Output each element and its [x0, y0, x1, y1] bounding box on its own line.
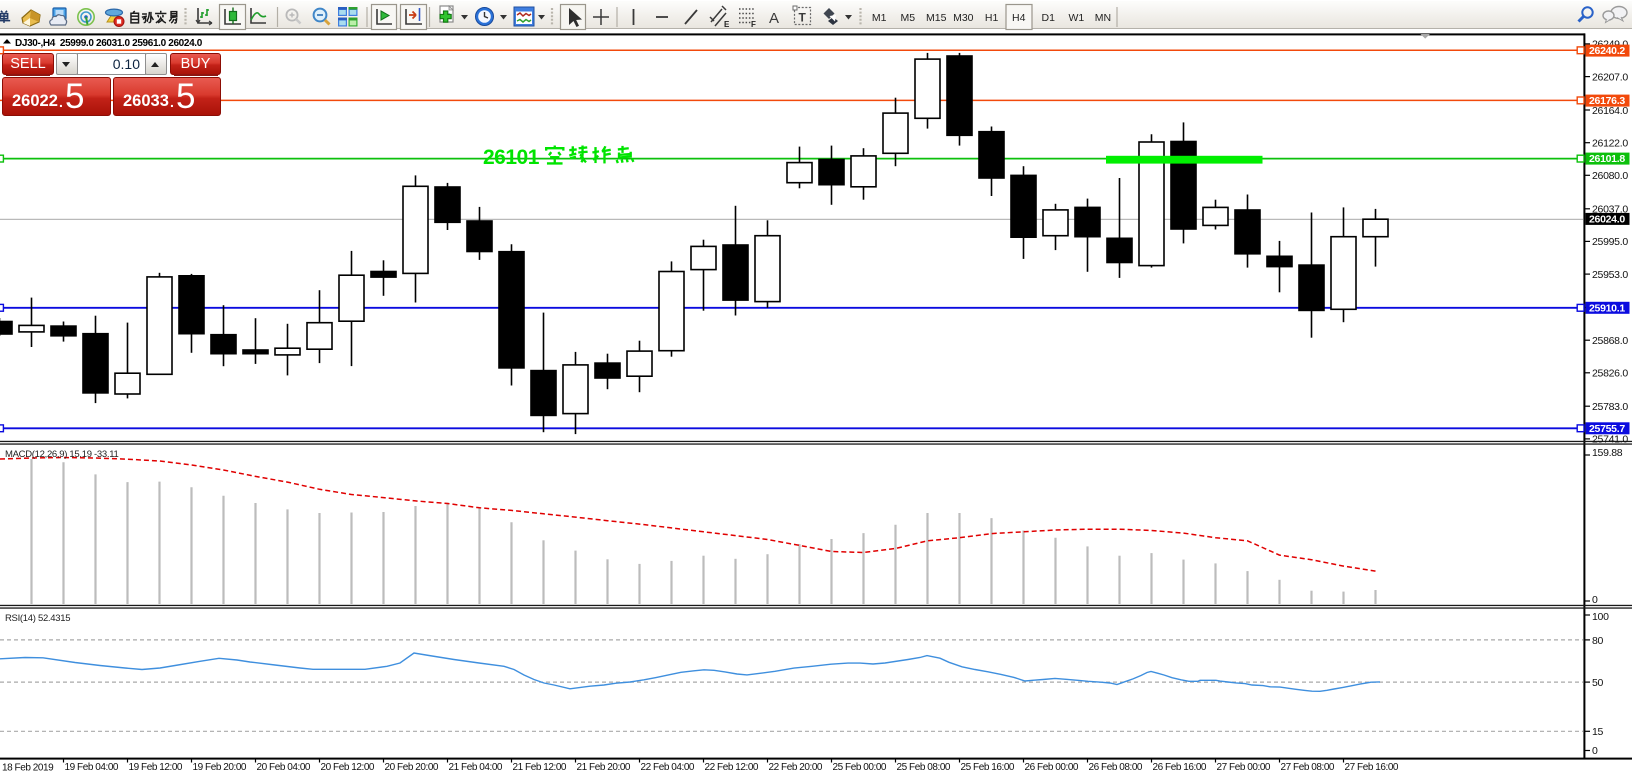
svg-text:T: T [799, 11, 807, 25]
svg-text:80: 80 [1592, 635, 1604, 647]
svg-text:26207.0: 26207.0 [1592, 71, 1628, 83]
svg-text:M15: M15 [926, 12, 947, 24]
svg-text:18 Feb 2019: 18 Feb 2019 [2, 763, 54, 774]
svg-text:22 Feb 04:00: 22 Feb 04:00 [641, 762, 695, 773]
svg-text:MN: MN [1095, 12, 1111, 24]
svg-text:19 Feb 04:00: 19 Feb 04:00 [65, 762, 119, 773]
svg-text:M1: M1 [872, 12, 887, 24]
svg-text:20 Feb 20:00: 20 Feb 20:00 [385, 762, 439, 773]
svg-text:19 Feb 20:00: 19 Feb 20:00 [193, 762, 247, 773]
svg-text:26101.8: 26101.8 [1589, 153, 1625, 165]
svg-text:25741.0: 25741.0 [1592, 434, 1628, 446]
svg-text:26176.3: 26176.3 [1589, 95, 1625, 107]
svg-text:15: 15 [1592, 726, 1604, 738]
svg-text:H1: H1 [985, 12, 999, 24]
svg-text:25995.0: 25995.0 [1592, 236, 1628, 248]
svg-text:DJ30-,H4 25999.0 26031.0 2596: DJ30-,H4 25999.0 26031.0 25961.0 26024.0 [15, 38, 203, 49]
svg-text:0: 0 [1592, 594, 1598, 606]
svg-text:26240.2: 26240.2 [1589, 45, 1625, 57]
svg-text:19 Feb 12:00: 19 Feb 12:00 [129, 762, 183, 773]
svg-text:25868.0: 25868.0 [1592, 335, 1628, 347]
svg-text:27 Feb 08:00: 27 Feb 08:00 [1281, 762, 1335, 773]
svg-text:25755.7: 25755.7 [1589, 423, 1625, 435]
svg-text:25826.0: 25826.0 [1592, 368, 1628, 380]
svg-text:26101: 26101 [483, 146, 540, 169]
svg-text:27 Feb 00:00: 27 Feb 00:00 [1217, 762, 1271, 773]
svg-text:25 Feb 08:00: 25 Feb 08:00 [897, 762, 951, 773]
svg-text:25910.1: 25910.1 [1589, 302, 1625, 314]
svg-text:0: 0 [1592, 745, 1598, 757]
svg-text:26 Feb 08:00: 26 Feb 08:00 [1089, 762, 1143, 773]
svg-text:27 Feb 16:00: 27 Feb 16:00 [1345, 762, 1399, 773]
svg-text:M5: M5 [901, 12, 916, 24]
svg-text:26024.0: 26024.0 [1589, 214, 1625, 226]
svg-text:100: 100 [1592, 611, 1609, 623]
svg-text:M30: M30 [953, 12, 974, 24]
svg-text:D1: D1 [1042, 12, 1056, 24]
svg-text:21 Feb 20:00: 21 Feb 20:00 [577, 762, 631, 773]
svg-text:E: E [724, 20, 730, 29]
svg-text:MACD(12,26,9) 15.19 -33.11: MACD(12,26,9) 15.19 -33.11 [5, 449, 118, 460]
svg-text:26122.0: 26122.0 [1592, 138, 1628, 150]
svg-text:25 Feb 00:00: 25 Feb 00:00 [833, 762, 887, 773]
svg-text:21 Feb 12:00: 21 Feb 12:00 [513, 762, 567, 773]
svg-text:W1: W1 [1069, 12, 1085, 24]
svg-text:22 Feb 12:00: 22 Feb 12:00 [705, 762, 759, 773]
svg-text:25 Feb 16:00: 25 Feb 16:00 [961, 762, 1015, 773]
svg-text:20 Feb 12:00: 20 Feb 12:00 [321, 762, 375, 773]
svg-text:26 Feb 00:00: 26 Feb 00:00 [1025, 762, 1079, 773]
svg-text:26164.0: 26164.0 [1592, 105, 1628, 117]
svg-text:26037.0: 26037.0 [1592, 204, 1628, 216]
svg-text:159.88: 159.88 [1592, 447, 1623, 459]
svg-text:26 Feb 16:00: 26 Feb 16:00 [1153, 762, 1207, 773]
svg-text:RSI(14) 52.4315: RSI(14) 52.4315 [5, 613, 70, 624]
svg-text:A: A [769, 10, 779, 27]
svg-text:50: 50 [1592, 677, 1604, 689]
svg-text:22 Feb 20:00: 22 Feb 20:00 [769, 762, 823, 773]
svg-text:25783.0: 25783.0 [1592, 401, 1628, 413]
svg-text:26080.0: 26080.0 [1592, 170, 1628, 182]
svg-text:25953.0: 25953.0 [1592, 269, 1628, 281]
svg-text:H4: H4 [1012, 12, 1026, 24]
svg-text:20 Feb 04:00: 20 Feb 04:00 [257, 762, 311, 773]
svg-text:21 Feb 04:00: 21 Feb 04:00 [449, 762, 503, 773]
svg-text:F: F [751, 20, 756, 29]
